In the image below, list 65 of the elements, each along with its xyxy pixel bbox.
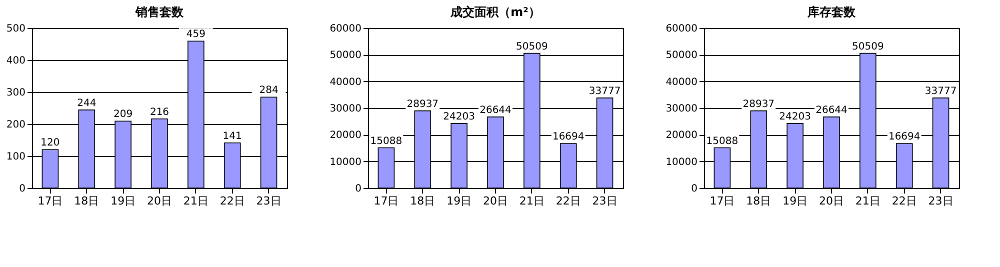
x-tick-label: 21日: [519, 194, 544, 208]
x-tick-label: 21日: [183, 194, 208, 208]
x-tick-label: 17日: [38, 194, 63, 208]
x-tick-label: 20日: [147, 194, 172, 208]
data-label: 16694: [552, 131, 584, 142]
y-tick-label: 300: [6, 88, 26, 98]
x-tick-label: 17日: [710, 194, 735, 208]
x-tick-label: 22日: [220, 194, 245, 208]
y-tick-label: 30000: [666, 104, 698, 114]
y-tick-label: 20000: [330, 130, 362, 142]
y-tick-label: 200: [6, 120, 26, 130]
y-tick-label: 20000: [666, 130, 698, 142]
data-label: 15088: [370, 136, 402, 147]
data-label: 244: [77, 98, 96, 109]
y-tick-label: 40000: [330, 76, 362, 88]
x-tick-label: 19日: [110, 194, 136, 208]
data-label: 28937: [406, 98, 439, 110]
y-tick-label: 50000: [330, 50, 362, 62]
x-tick-label: 19日: [446, 194, 472, 208]
y-tick-label: 500: [6, 24, 26, 34]
data-label: 50509: [852, 41, 884, 52]
data-label: 26644: [816, 104, 848, 116]
y-tick-label: 0: [691, 184, 698, 194]
chart-title: 库存套数: [806, 5, 856, 19]
y-tick-label: 30000: [330, 104, 362, 114]
y-tick-label: 60000: [330, 24, 362, 34]
y-tick-label: 40000: [666, 76, 698, 88]
data-label: 284: [259, 85, 278, 96]
chart-title: 成交面积（m²）: [450, 5, 540, 19]
data-label: 24203: [779, 111, 811, 122]
x-tick-label: 21日: [855, 194, 880, 208]
x-tick-label: 23日: [256, 194, 282, 208]
y-tick-label: 0: [355, 184, 362, 194]
data-label: 216: [150, 106, 170, 118]
x-tick-label: 19日: [782, 194, 808, 208]
x-tick-label: 17日: [374, 194, 399, 208]
x-tick-label: 18日: [746, 194, 772, 208]
y-tick-label: 10000: [666, 156, 698, 168]
y-tick-label: 10000: [330, 156, 362, 168]
y-tick-label: 400: [6, 56, 26, 66]
data-label: 209: [114, 109, 133, 120]
data-label: 33777: [924, 86, 957, 97]
x-tick-label: 18日: [74, 194, 100, 208]
x-tick-label: 20日: [819, 194, 844, 208]
x-tick-label: 23日: [592, 194, 618, 208]
data-label: 24203: [443, 111, 475, 122]
chart-title: 销售套数: [134, 5, 184, 19]
data-label: 15088: [706, 136, 738, 147]
data-label: 26644: [480, 104, 512, 116]
x-tick-label: 18日: [410, 194, 436, 208]
data-label: 16694: [888, 131, 920, 142]
y-tick-label: 50000: [666, 50, 698, 62]
x-tick-label: 23日: [928, 194, 954, 208]
data-label: 141: [222, 130, 242, 142]
x-tick-label: 22日: [556, 194, 581, 208]
data-label: 50509: [516, 41, 548, 52]
data-label: 33777: [588, 86, 621, 97]
y-tick-label: 100: [6, 152, 26, 162]
data-label: 120: [40, 138, 60, 149]
y-tick-label: 0: [19, 184, 26, 194]
y-tick-label: 60000: [666, 24, 698, 34]
x-tick-label: 22日: [892, 194, 917, 208]
data-label: 459: [186, 29, 206, 40]
x-tick-label: 20日: [483, 194, 508, 208]
data-label: 28937: [742, 98, 775, 110]
